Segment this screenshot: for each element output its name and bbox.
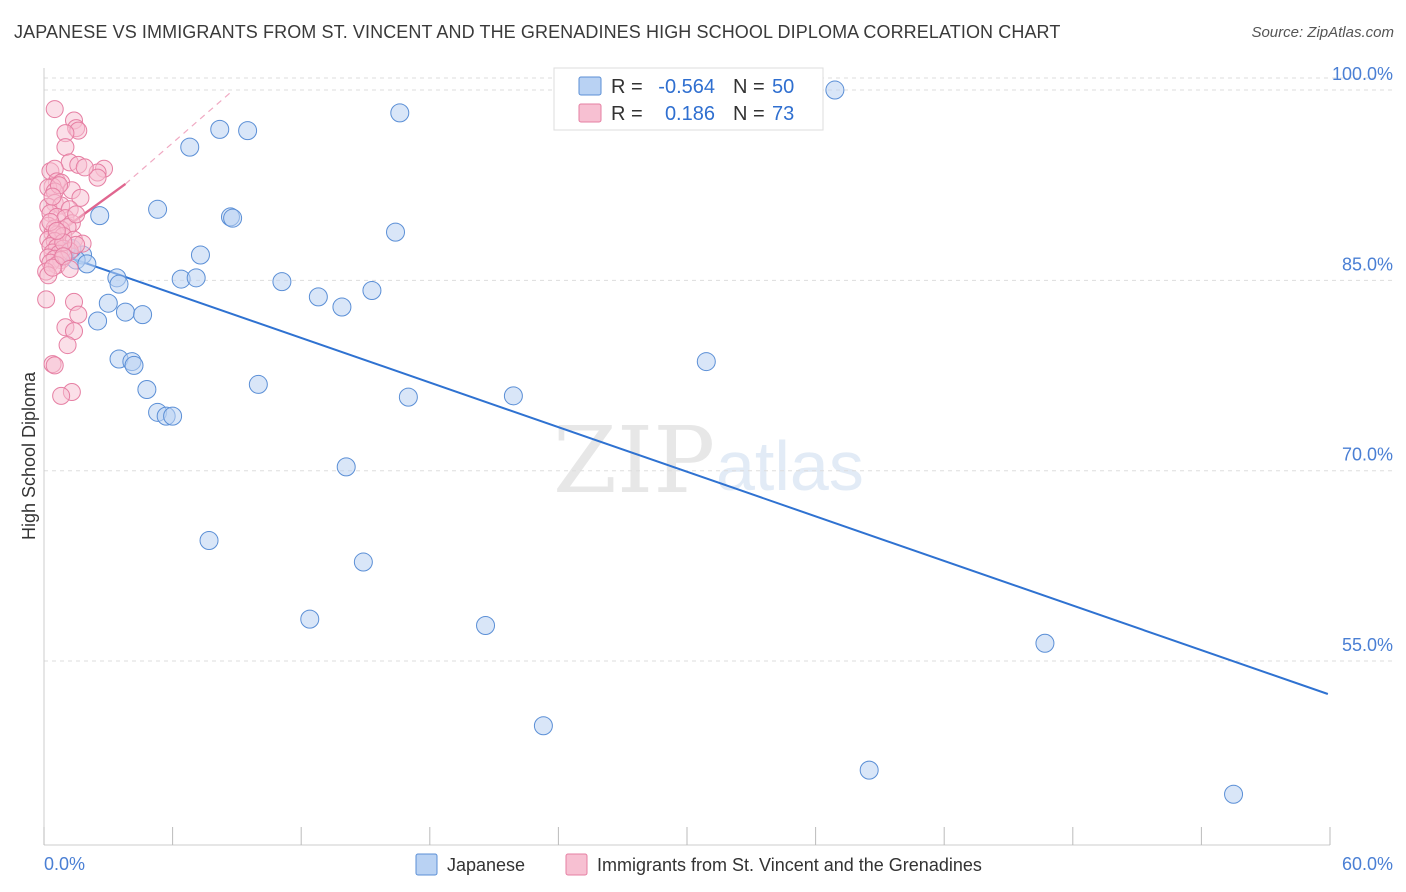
stats-r-value-1: -0.564 [658, 76, 715, 98]
legend-swatch-japanese [415, 853, 438, 876]
data-point-immigrants [45, 356, 64, 375]
source-label: Source: ZipAtlas.com [1251, 24, 1394, 41]
data-point-japanese [503, 386, 523, 406]
stats-n-label-2: N = [733, 103, 765, 125]
x-tick-label-max: 60.0% [1342, 854, 1393, 874]
data-point-immigrants [58, 336, 77, 355]
legend: Japanese Immigrants from St. Vincent and… [415, 853, 982, 876]
chart-title: JAPANESE VS IMMIGRANTS FROM ST. VINCENT … [14, 22, 1061, 42]
data-point-japanese [332, 297, 352, 317]
stats-swatch-pink [578, 103, 602, 123]
data-point-japanese [186, 268, 206, 288]
data-point-japanese [1035, 633, 1055, 653]
stats-r-value-2: 0.186 [665, 103, 715, 125]
stats-box: R = -0.564 N = 50 R = 0.186 N = 73 [553, 67, 824, 131]
data-point-immigrants [67, 205, 86, 224]
data-point-japanese [1224, 784, 1244, 804]
legend-swatch-immigrants [565, 853, 588, 876]
data-point-immigrants [60, 259, 79, 278]
data-point-immigrants [71, 188, 90, 207]
data-point-japanese [300, 609, 320, 629]
data-point-japanese [148, 199, 168, 219]
data-point-immigrants [45, 100, 64, 119]
y-tick-label: 55.0% [1342, 635, 1393, 655]
data-point-japanese [210, 119, 230, 139]
legend-label-immigrants: Immigrants from St. Vincent and the Gren… [597, 855, 982, 875]
data-point-immigrants [75, 158, 94, 177]
data-point-japanese [336, 457, 356, 477]
data-point-japanese [825, 80, 845, 100]
data-point-japanese [390, 103, 410, 123]
data-point-immigrants [43, 187, 62, 206]
y-tick-label: 85.0% [1342, 254, 1393, 274]
data-point-japanese [77, 254, 97, 274]
data-point-japanese [90, 206, 110, 226]
data-point-japanese [137, 379, 157, 399]
data-point-japanese [386, 222, 406, 242]
watermark: ZIP atlas [553, 407, 864, 514]
data-point-japanese [115, 302, 135, 322]
data-point-japanese [163, 406, 183, 426]
data-point-japanese [190, 245, 210, 265]
data-point-japanese [180, 137, 200, 157]
y-axis-label: High School Diploma [19, 371, 39, 540]
gridlines [44, 77, 1393, 662]
data-point-japanese [238, 121, 258, 141]
data-point-immigrants [56, 138, 75, 157]
data-point-japanese [199, 530, 219, 550]
data-point-japanese [696, 352, 716, 372]
data-point-japanese [476, 615, 496, 635]
data-point-japanese [133, 305, 153, 325]
data-point-immigrants [52, 386, 71, 405]
data-point-japanese [248, 374, 268, 394]
data-point-japanese [88, 311, 108, 331]
stats-n-value-2: 73 [772, 103, 794, 125]
data-point-immigrants [37, 290, 56, 309]
data-point-japanese [308, 287, 328, 307]
watermark-atlas: atlas [716, 427, 864, 505]
stats-r-label-1: R = [611, 76, 643, 98]
data-point-japanese [859, 760, 879, 780]
stats-r-label-2: R = [611, 103, 643, 125]
stats-n-label-1: N = [733, 76, 765, 98]
data-point-japanese [353, 552, 373, 572]
data-point-japanese [533, 716, 553, 736]
data-point-japanese [272, 272, 292, 292]
data-point-japanese [98, 293, 118, 313]
legend-label-japanese: Japanese [447, 855, 525, 875]
data-point-japanese [362, 281, 382, 301]
data-point-japanese [398, 387, 418, 407]
data-point-immigrants [47, 221, 66, 240]
data-point-japanese [223, 208, 243, 228]
y-tick-label: 70.0% [1342, 445, 1393, 465]
y-tick-label: 100.0% [1332, 64, 1393, 84]
trend-line-japanese [54, 251, 1329, 695]
stats-swatch-blue [578, 76, 602, 96]
x-tick-label-min: 0.0% [44, 854, 85, 874]
stats-n-value-1: 50 [772, 76, 794, 98]
data-point-japanese [124, 355, 144, 375]
data-point-japanese [109, 274, 129, 294]
watermark-zip: ZIP [553, 407, 715, 514]
data-point-immigrants [69, 305, 88, 324]
data-points [37, 80, 1244, 804]
data-point-immigrants [88, 168, 107, 187]
trend-lines [49, 92, 1329, 695]
trend-line-immigrants-extension [125, 92, 231, 185]
